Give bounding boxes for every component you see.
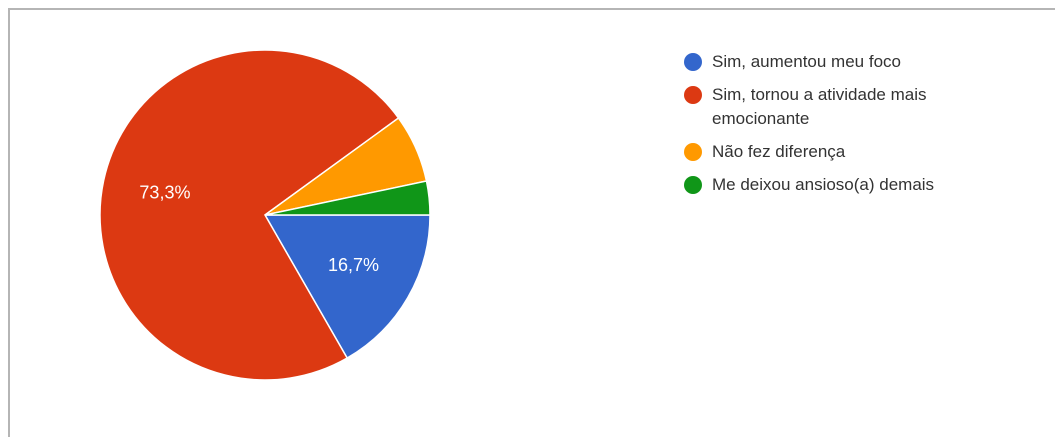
slice-label-1: 73,3% — [139, 182, 190, 202]
legend-label: Não fez diferença — [712, 142, 846, 161]
pie-chart: 16,7% 73,3% — [99, 49, 431, 381]
legend-label: Sim, tornou a atividade mais emocionante — [712, 85, 927, 128]
legend-item-0[interactable]: Sim, aumentou meu foco — [684, 50, 1044, 74]
pie-slice-0[interactable] — [263, 214, 431, 360]
legend-swatch — [684, 143, 702, 161]
pie-slice-3[interactable] — [264, 180, 431, 216]
slice-label-0: 16,7% — [328, 255, 379, 275]
legend-label: Sim, aumentou meu foco — [712, 52, 901, 71]
legend-swatch — [684, 53, 702, 71]
chart-frame: 16,7% 73,3% Sim, aumentou meu foco Sim, t… — [8, 8, 1055, 437]
chart-legend: Sim, aumentou meu foco Sim, tornou a ati… — [684, 50, 1044, 206]
legend-label: Me deixou ansioso(a) demais — [712, 175, 935, 194]
legend-item-3[interactable]: Me deixou ansioso(a) demais — [684, 173, 1044, 197]
legend-item-2[interactable]: Não fez diferença — [684, 140, 1044, 164]
legend-swatch — [684, 86, 702, 104]
pie-slice-1[interactable] — [99, 49, 400, 381]
legend-item-1[interactable]: Sim, tornou a atividade mais emocionante — [684, 83, 1044, 131]
legend-swatch — [684, 176, 702, 194]
